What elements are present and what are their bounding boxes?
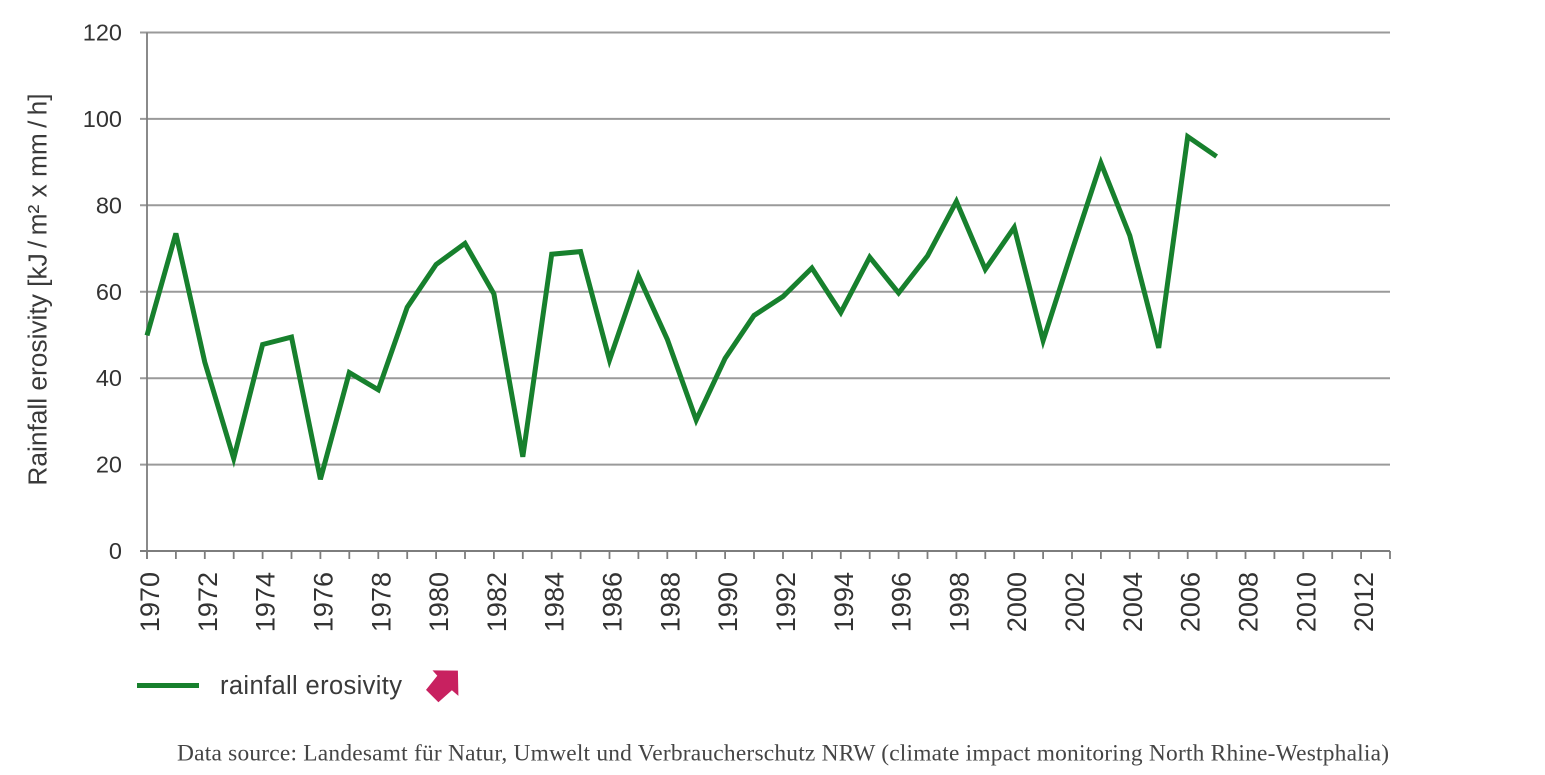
svg-text:2012: 2012 xyxy=(1349,572,1379,632)
svg-text:Data source: Landesamt für Nat: Data source: Landesamt für Natur, Umwelt… xyxy=(177,740,1389,766)
svg-text:2008: 2008 xyxy=(1234,572,1264,632)
svg-text:40: 40 xyxy=(96,365,122,391)
svg-text:1992: 1992 xyxy=(771,572,801,632)
svg-text:1990: 1990 xyxy=(713,572,743,632)
svg-text:Rainfall erosivity [kJ / m² x: Rainfall erosivity [kJ / m² x mm / h] xyxy=(23,93,53,485)
svg-text:1980: 1980 xyxy=(424,572,454,632)
svg-text:2004: 2004 xyxy=(1118,572,1148,632)
svg-text:1982: 1982 xyxy=(482,572,512,632)
svg-text:80: 80 xyxy=(96,192,122,218)
svg-text:1988: 1988 xyxy=(655,572,685,632)
svg-text:1996: 1996 xyxy=(887,572,917,632)
svg-text:60: 60 xyxy=(96,279,122,305)
svg-text:120: 120 xyxy=(83,20,122,46)
svg-text:1984: 1984 xyxy=(540,572,570,632)
svg-text:2010: 2010 xyxy=(1291,572,1321,632)
svg-text:1972: 1972 xyxy=(193,572,223,632)
svg-text:2000: 2000 xyxy=(1002,572,1032,632)
svg-text:1970: 1970 xyxy=(135,572,165,632)
svg-text:1998: 1998 xyxy=(944,572,974,632)
svg-text:1978: 1978 xyxy=(366,572,396,632)
svg-text:2006: 2006 xyxy=(1176,572,1206,632)
svg-text:1976: 1976 xyxy=(308,572,338,632)
svg-text:2002: 2002 xyxy=(1060,572,1090,632)
svg-text:1986: 1986 xyxy=(598,572,628,632)
svg-text:100: 100 xyxy=(83,106,122,132)
svg-text:1994: 1994 xyxy=(829,572,859,632)
svg-text:1974: 1974 xyxy=(251,572,281,632)
svg-text:rainfall erosivity: rainfall erosivity xyxy=(220,672,402,700)
svg-text:20: 20 xyxy=(96,452,122,478)
svg-text:0: 0 xyxy=(109,538,122,564)
